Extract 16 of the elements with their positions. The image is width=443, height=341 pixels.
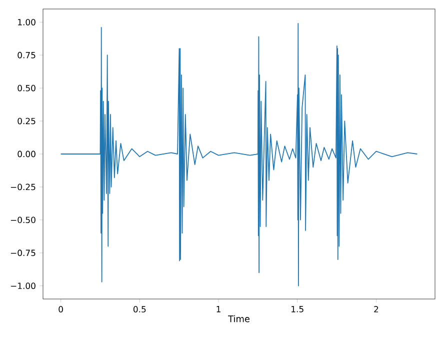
y-tick-label: 0.00 [18,150,36,158]
x-tick-label: 1 [216,306,220,312]
y-tick-label: 0.25 [18,118,36,124]
y-tick-label: −1.00 [10,282,36,290]
x-axis-title: Time [228,315,250,322]
x-tick-label: 0.5 [133,306,146,312]
line-series [60,23,418,286]
y-tick-label: −0.75 [10,250,36,256]
y-tick-label: 1.00 [18,18,36,26]
x-tick-label: 0 [58,306,63,312]
y-tick-label: 0.50 [18,84,36,92]
y-tick-label: −0.25 [10,184,36,190]
y-tick-label: −0.50 [10,216,36,224]
y-tick-label: 0.75 [18,52,36,58]
x-tick-label: 2 [374,306,378,312]
x-tick-label: 1.5 [292,306,304,312]
